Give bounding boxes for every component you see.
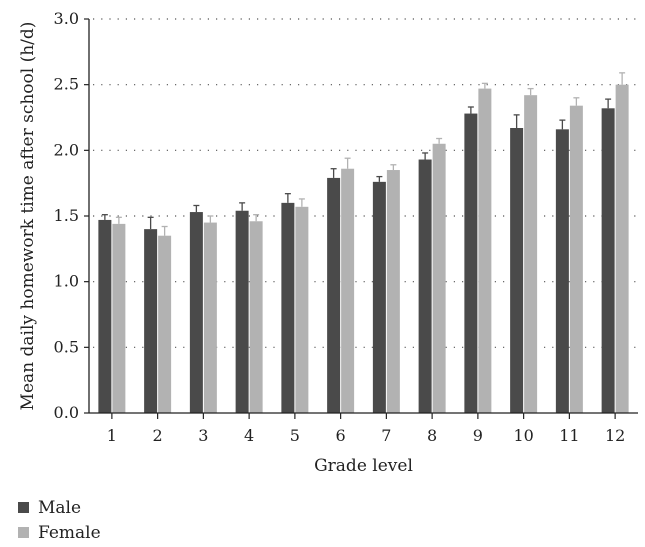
legend-swatch-female [18,527,29,538]
bar-male-grade-11 [555,129,569,413]
x-tick-label: 11 [559,426,579,445]
x-tick-label: 3 [198,426,208,445]
y-axis-title: Mean daily homework time after school (h… [18,22,38,411]
x-tick-label: 12 [605,426,625,445]
x-tick-label: 4 [244,426,254,445]
x-tick-label: 8 [427,426,437,445]
gridlines [93,18,638,348]
bar-male-grade-1 [98,219,112,413]
bar-female-grade-4 [249,221,263,413]
y-tick-label: 0.0 [54,403,79,422]
bar-male-grade-3 [189,212,203,413]
bar-female-grade-8 [432,143,446,413]
x-tick-label: 2 [153,426,163,445]
bar-male-grade-9 [464,113,478,413]
x-tick-label: 9 [473,426,483,445]
y-tick-label: 2.5 [54,75,79,94]
bar-male-grade-2 [144,229,158,413]
x-tick-label: 1 [107,426,117,445]
x-tick-label: 5 [290,426,300,445]
bar-male-grade-5 [281,202,295,413]
bar-female-grade-10 [524,95,538,413]
legend-label-female: Female [38,523,101,543]
bar-female-grade-5 [295,206,309,413]
bar-female-grade-7 [386,170,400,413]
legend-swatch-male [18,502,29,513]
bar-male-grade-10 [510,128,524,414]
bar-female-grade-1 [112,223,126,413]
bar-male-grade-7 [372,181,386,413]
bar-male-grade-6 [327,177,341,413]
bar-female-grade-2 [158,235,172,413]
y-tick-label: 0.5 [54,337,79,356]
legend-label-male: Male [38,498,81,518]
bar-female-grade-6 [341,168,355,413]
bar-male-grade-8 [418,159,432,413]
x-tick-label: 10 [513,426,533,445]
x-tick-label: 6 [336,426,346,445]
bar-female-grade-9 [478,88,492,414]
y-tick-label: 1.0 [54,272,79,291]
legend: Male Female [18,498,101,543]
bar-male-grade-4 [235,210,249,413]
bars [98,72,629,414]
bar-female-grade-12 [615,84,629,414]
x-tick-label: 7 [381,426,391,445]
bar-female-grade-3 [203,222,217,413]
axes: 0.00.51.01.52.02.53.01 2 3 4 5 6 7 8 9 10 11 12Grad… [18,9,638,476]
bar-female-grade-11 [569,105,583,414]
y-tick-label: 2.0 [54,140,79,159]
x-axis-title: Grade level [314,456,413,476]
bar-male-grade-12 [601,108,615,413]
y-tick-label: 1.5 [54,206,79,225]
y-tick-label: 3.0 [54,9,79,28]
